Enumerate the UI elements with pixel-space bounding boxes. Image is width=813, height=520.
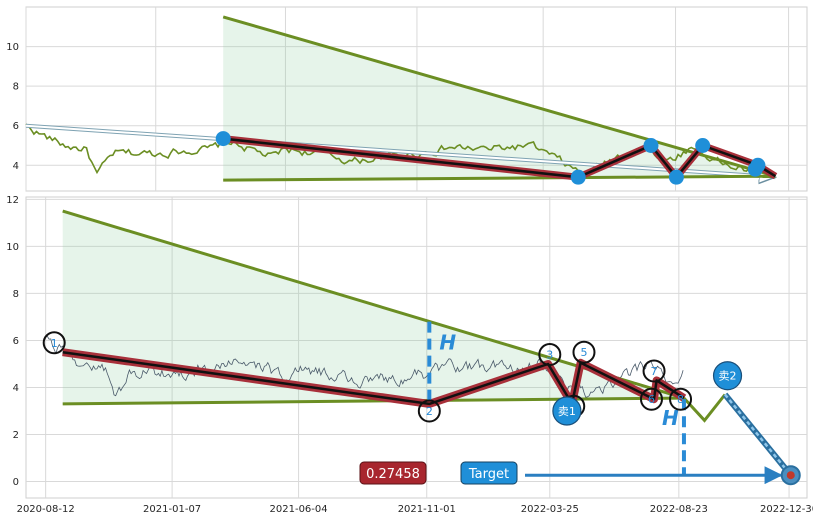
detail-y-tick-label: 12 <box>6 195 19 206</box>
detail-sell-label: 卖1 <box>558 405 576 418</box>
overview-y-tick-label: 6 <box>13 121 19 132</box>
detail-pivot-number: 5 <box>580 346 587 359</box>
detail-sell-label: 卖2 <box>719 370 737 383</box>
detail-pivot-ring <box>538 343 562 367</box>
overview-y-tick-label: 8 <box>13 82 19 93</box>
detail-pivot-number: 7 <box>651 365 658 378</box>
detail-height-label: H <box>662 406 679 430</box>
overview-pivot-dot <box>668 169 684 185</box>
detail-pivot-number: 8 <box>677 393 684 406</box>
detail-y-tick-labels: 0 2 4 6 8 10 12 <box>6 195 19 488</box>
detail-sell-dot <box>712 361 743 391</box>
detail-projection-path <box>682 393 727 423</box>
detail-y-tick-label: 6 <box>13 336 19 347</box>
detail-x-tick-label: 2020-08-12 <box>17 504 75 515</box>
detail-y-tick-label: 2 <box>13 430 19 441</box>
detail-height-markers: HH <box>427 321 686 475</box>
detail-x-tick-label: 2022-03-25 <box>521 504 579 515</box>
overview-pivot-dot <box>643 137 659 153</box>
overview-pivot-markers <box>215 131 766 185</box>
overview-trend-arrow <box>25 123 775 177</box>
detail-x-tick-labels: 2020-08-12 2021-01-07 2021-06-04 2021-11-01… <box>17 504 813 515</box>
overview-y-tick-labels: 4 6 8 10 <box>6 42 19 172</box>
detail-y-tick-label: 10 <box>6 242 19 253</box>
detail-plot-area <box>25 196 808 499</box>
detail-pattern-core <box>62 350 685 406</box>
overview-trend-arrow-core <box>25 124 775 177</box>
target-marker-inner <box>786 471 795 480</box>
detail-gridlines <box>26 197 807 498</box>
detail-target-path-core <box>724 393 792 476</box>
overview-y-tick-label: 10 <box>6 42 19 53</box>
detail-target-annotation: 0.27458 Target <box>359 461 801 486</box>
detail-projection-line <box>682 392 794 478</box>
target-box <box>460 461 518 485</box>
overview-pivot-dot <box>747 161 763 177</box>
price-box-text: 0.27458 <box>366 467 420 482</box>
detail-x-tick-label: 2022-08-23 <box>650 504 708 515</box>
detail-sell-dot <box>552 396 582 426</box>
price-box <box>359 461 427 485</box>
detail-pivot-ring <box>669 387 693 411</box>
detail-pivot-ring <box>639 387 663 411</box>
detail-pivot-ring <box>572 340 596 364</box>
detail-pivot-number: 6 <box>648 393 655 406</box>
detail-x-tick-label: 2022-12-30 <box>760 504 813 515</box>
detail-x-tick-label: 2021-01-07 <box>143 504 201 515</box>
detail-y-tick-label: 4 <box>13 383 19 394</box>
detail-sell-markers: 卖1 卖2 <box>552 361 743 426</box>
target-box-text: Target <box>468 467 509 482</box>
detail-pivot-ring <box>642 359 666 383</box>
detail-height-label: H <box>439 331 456 355</box>
overview-pivot-dot <box>695 137 711 153</box>
detail-x-tick-label: 2021-11-01 <box>398 504 456 515</box>
detail-y-tick-label: 8 <box>13 289 19 300</box>
detail-pattern-line <box>62 348 687 408</box>
overview-gridlines <box>25 7 807 191</box>
detail-pivot-number: 1 <box>51 337 58 350</box>
overview-pivot-dot <box>215 131 231 147</box>
overview-y-tick-label: 4 <box>13 161 19 172</box>
detail-pivot-number: 2 <box>426 405 433 418</box>
detail-pivot-ring <box>417 399 441 423</box>
overview-pivot-dot <box>570 169 586 185</box>
overview-panel: 4 6 8 10 <box>6 6 808 192</box>
detail-pivot-ring <box>42 331 66 355</box>
detail-x-tick-label: 2021-06-04 <box>270 504 328 515</box>
detail-y-tick-label: 0 <box>13 477 19 488</box>
overview-triangle-upper <box>222 15 776 178</box>
detail-pivot-number: 3 <box>546 349 553 362</box>
